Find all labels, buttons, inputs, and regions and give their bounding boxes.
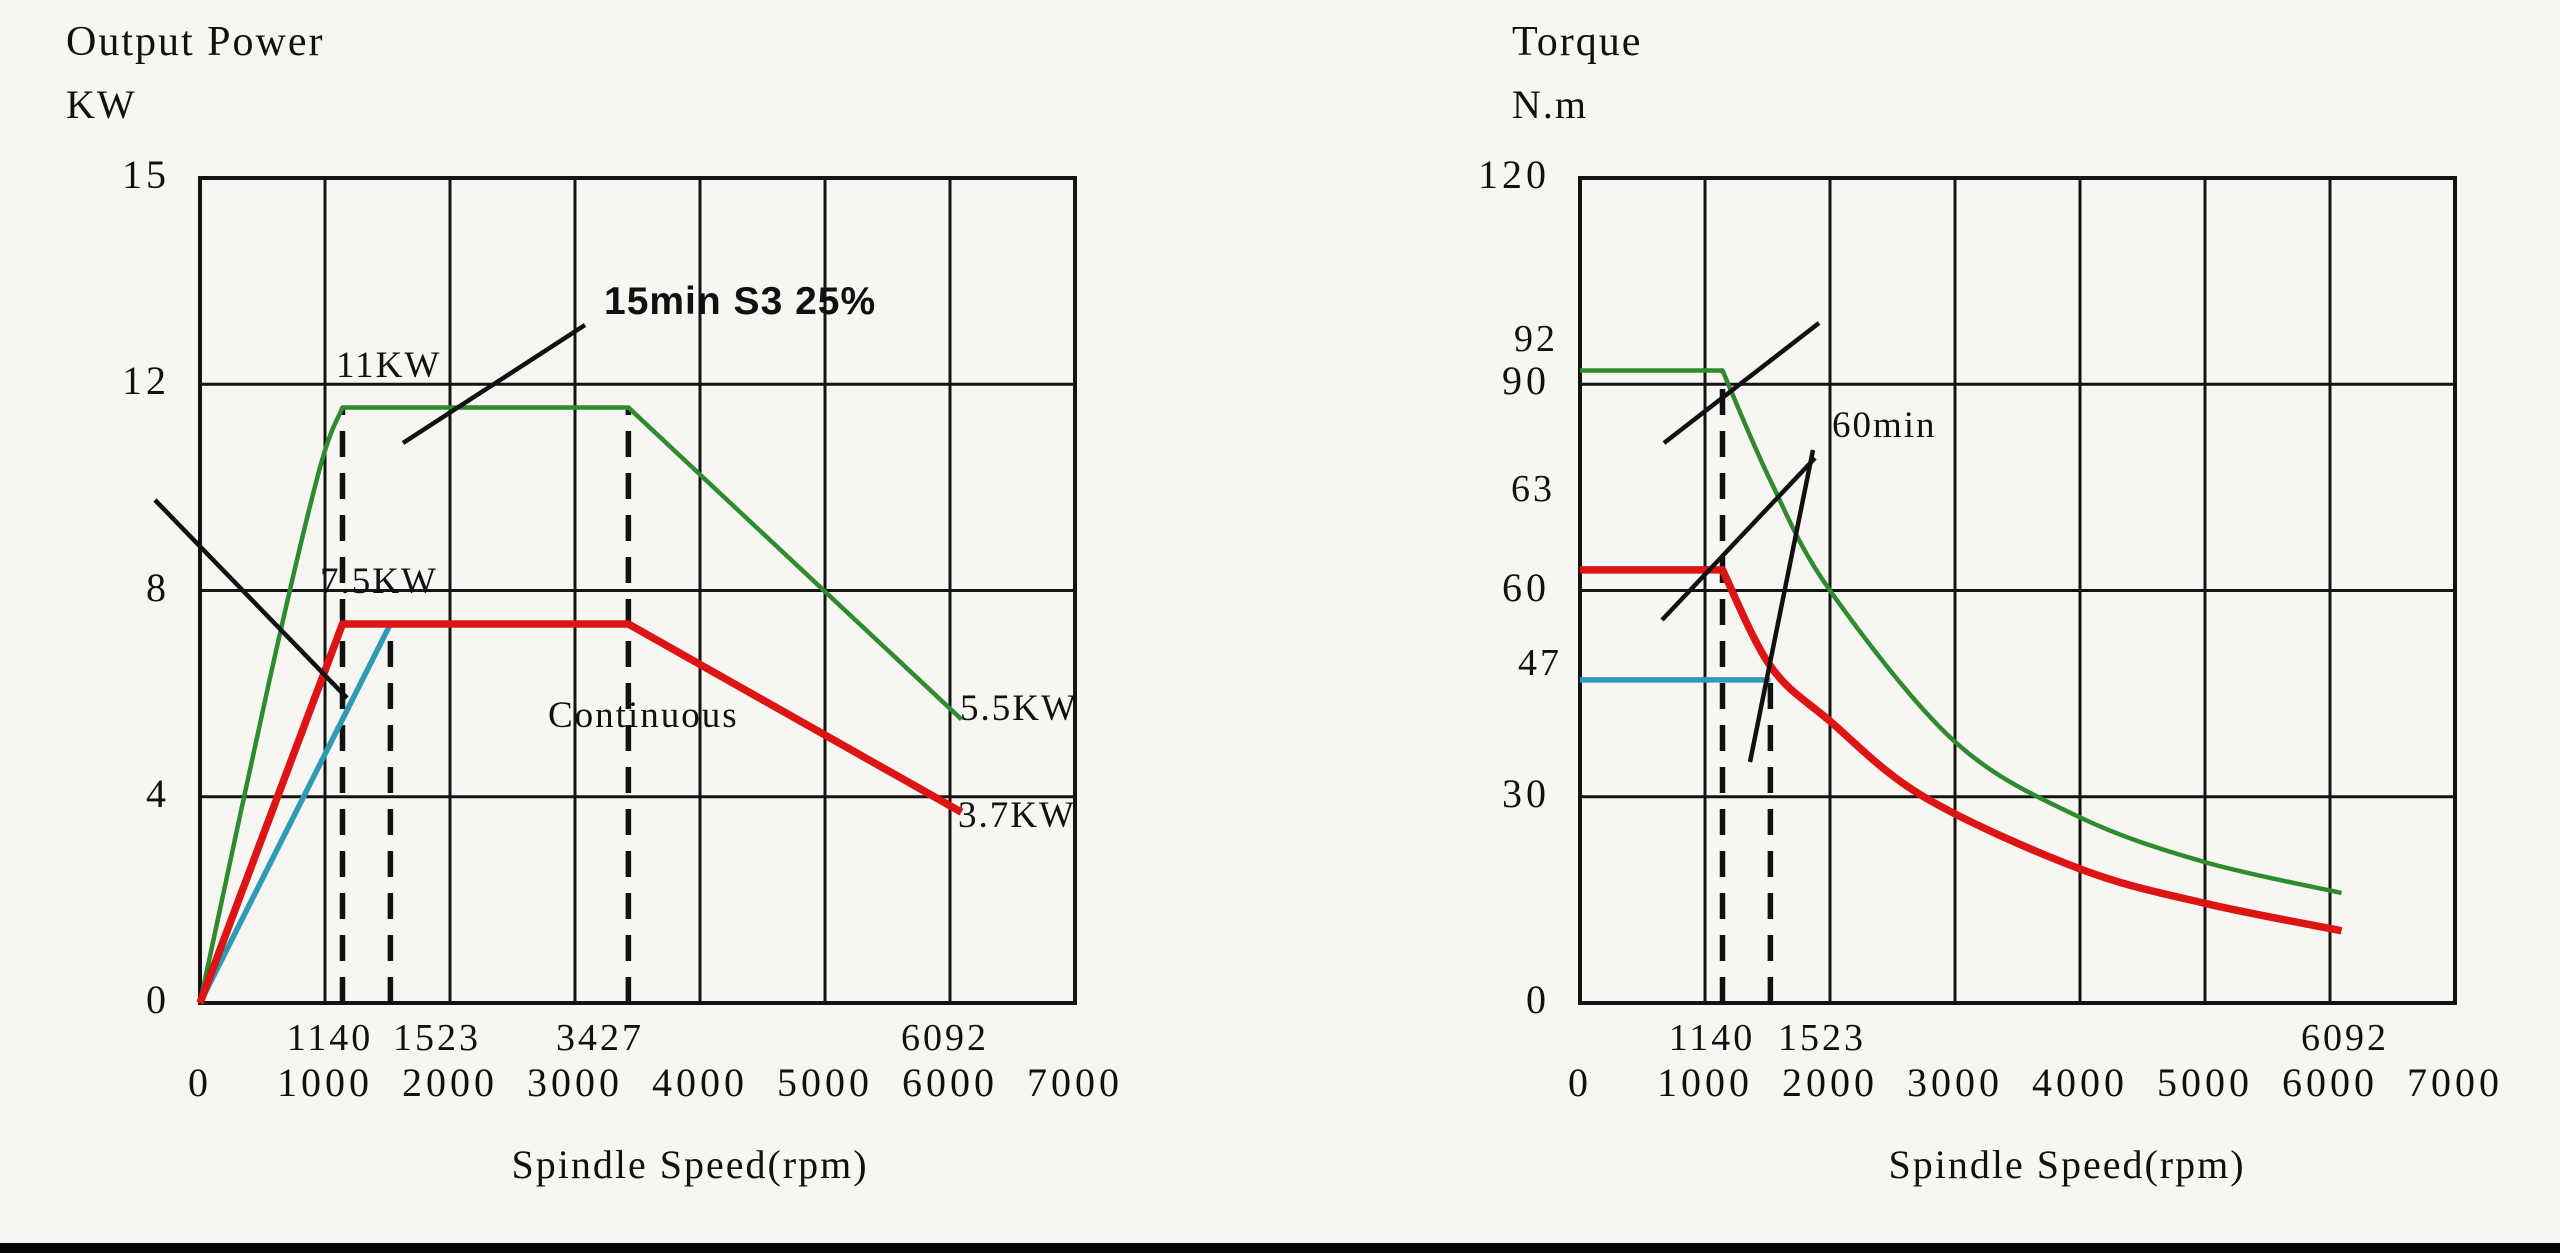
left-chart-title: Output Power [66,19,325,65]
series-continuous-rating [1580,566,2343,935]
x-tick-label: 2000 [1782,1060,1878,1105]
x-special-tick-label: 6092 [2301,1017,2389,1059]
chart-frame [1578,176,2457,1005]
x-special-tick-label: 1140 [286,1017,374,1059]
x-tick-label: 1000 [1657,1060,1753,1105]
y-special-value-label: 92 [1514,318,1558,360]
x-special-tick-label: 6092 [901,1017,989,1059]
left-chart-x-axis-title: Spindle Speed(rpm) [511,1142,869,1187]
annotation-15min-s3-25-: 15min S3 25% [604,280,877,323]
x-tick-label: 1000 [277,1060,373,1105]
x-special-tick-label: 3427 [556,1017,644,1059]
series-60min-rating [197,622,393,1005]
x-tick-label: 6000 [2282,1060,2378,1105]
series-15min-s3-25-rating [1580,368,2343,896]
y-tick-label: 0 [1526,977,1550,1022]
x-tick-label: 3000 [527,1060,623,1105]
y-tick-label: 8 [146,564,170,610]
x-tick-label: 2000 [402,1060,498,1105]
leader-line [401,323,587,445]
left-chart-unit-label: KW [66,82,137,127]
y-tick-label: 120 [1478,152,1550,197]
x-tick-label: 7000 [2407,1060,2503,1105]
x-tick-label: 0 [188,1060,212,1105]
leader-line [1660,456,1817,622]
series-15min-s3-25-rating [197,405,964,1004]
y-tick-label: 0 [146,977,170,1022]
x-tick-label: 4000 [2032,1060,2128,1105]
x-tick-label: 7000 [1027,1060,1123,1105]
x-tick-label: 4000 [652,1060,748,1105]
right-chart-unit-label: N.m [1512,82,1588,127]
annotation-5-5kw: 5.5KW [960,688,1078,729]
y-tick-label: 90 [1502,358,1550,404]
annotation-continuous: Continuous [548,695,739,736]
x-tick-label: 3000 [1907,1060,2003,1105]
leader-line [1747,449,1816,763]
annotation-7-5kw: 7.5KW [320,561,438,602]
x-special-tick-label: 1523 [393,1017,481,1059]
x-special-tick-label: 1523 [1778,1017,1866,1059]
right-chart-title: Torque [1512,19,1643,65]
series-continuous-rating [196,620,964,1005]
right-chart-x-axis-title: Spindle Speed(rpm) [1888,1142,2246,1187]
y-special-value-label: 63 [1511,468,1555,510]
chart-frame [198,176,1077,1005]
y-tick-label: 30 [1502,770,1550,816]
x-tick-label: 0 [1568,1060,1592,1105]
annotation-3-7kw: 3.7KW [958,795,1076,836]
x-tick-label: 6000 [902,1060,998,1105]
leader-line [1662,321,1821,445]
leader-line [153,498,349,700]
x-tick-label: 5000 [777,1060,873,1105]
x-tick-label: 5000 [2157,1060,2253,1105]
y-tick-label: 15 [122,152,170,197]
annotation-60min: 60min [1832,405,1937,446]
x-special-tick-label: 1140 [1668,1017,1756,1059]
y-tick-label: 12 [122,358,170,404]
y-tick-label: 4 [146,770,170,816]
page-bottom-bar [0,1243,2560,1253]
y-tick-label: 60 [1502,564,1550,610]
y-special-value-label: 47 [1518,642,1562,684]
annotation-11kw: 11KW [336,345,442,386]
